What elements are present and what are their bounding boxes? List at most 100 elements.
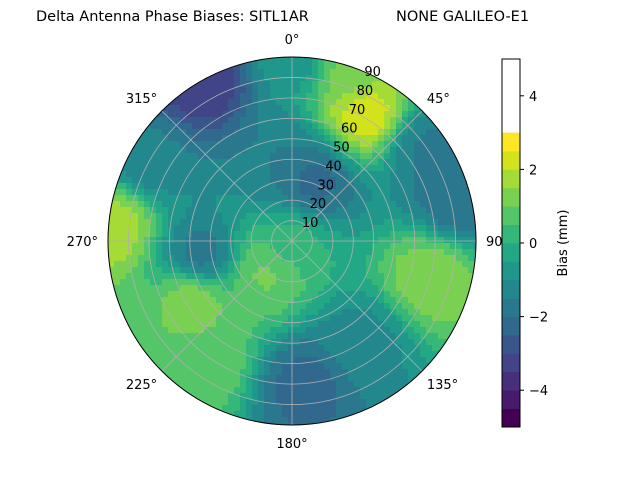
contour-cell — [318, 273, 325, 280]
contour-cell — [192, 393, 199, 400]
contour-cell — [276, 135, 283, 142]
contour-cell — [204, 351, 211, 358]
contour-cell — [342, 243, 349, 250]
contour-cell — [288, 243, 295, 250]
contour-cell — [426, 345, 433, 352]
contour-cell — [234, 243, 241, 250]
contour-cell — [372, 309, 379, 316]
contour-cell — [336, 153, 343, 160]
contour-cell — [312, 297, 319, 304]
contour-cell — [234, 225, 241, 232]
contour-cell — [378, 405, 385, 412]
contour-cell — [378, 201, 385, 208]
contour-cell — [216, 273, 223, 280]
contour-cell — [402, 279, 409, 286]
contour-cell — [306, 69, 313, 76]
contour-cell — [126, 213, 133, 220]
contour-cell — [396, 393, 403, 400]
contour-cell — [336, 99, 343, 106]
contour-cell — [114, 255, 121, 262]
contour-cell — [414, 273, 421, 280]
contour-cell — [270, 345, 277, 352]
contour-cell — [228, 147, 235, 154]
contour-cell — [378, 297, 385, 304]
contour-cell — [264, 333, 271, 340]
contour-cell — [204, 375, 211, 382]
contour-cell — [114, 285, 121, 292]
contour-cell — [342, 393, 349, 400]
contour-cell — [300, 189, 307, 196]
contour-cell — [198, 375, 205, 382]
contour-cell — [342, 375, 349, 382]
contour-cell — [300, 393, 307, 400]
contour-cell — [234, 219, 241, 226]
contour-cell — [432, 279, 439, 286]
contour-cell — [468, 255, 475, 262]
contour-cell — [366, 201, 373, 208]
contour-cell — [276, 261, 283, 268]
contour-cell — [294, 225, 301, 232]
contour-cell — [366, 363, 373, 370]
contour-cell — [324, 69, 331, 76]
contour-cell — [300, 123, 307, 130]
contour-cell — [216, 135, 223, 142]
contour-cell — [222, 321, 229, 328]
contour-cell — [318, 249, 325, 256]
contour-cell — [162, 309, 169, 316]
contour-cell — [348, 207, 355, 214]
contour-cell — [234, 345, 241, 352]
contour-cell — [222, 405, 229, 412]
contour-cell — [228, 333, 235, 340]
contour-cell — [372, 387, 379, 394]
contour-cell — [228, 261, 235, 268]
contour-cell — [306, 171, 313, 178]
contour-cell — [312, 171, 319, 178]
contour-cell — [318, 57, 325, 64]
contour-cell — [300, 63, 307, 70]
contour-cell — [372, 93, 379, 100]
contour-cell — [336, 327, 343, 334]
contour-cell — [270, 333, 277, 340]
contour-cell — [150, 285, 157, 292]
contour-cell — [342, 183, 349, 190]
contour-cell — [336, 357, 343, 364]
contour-cell — [228, 213, 235, 220]
contour-cell — [276, 387, 283, 394]
contour-cell — [258, 351, 265, 358]
contour-cell — [402, 255, 409, 262]
contour-cell — [114, 291, 121, 298]
contour-cell — [276, 333, 283, 340]
contour-cell — [276, 279, 283, 286]
contour-cell — [138, 267, 145, 274]
contour-cell — [402, 327, 409, 334]
contour-cell — [210, 213, 217, 220]
contour-cell — [210, 183, 217, 190]
contour-cell — [396, 117, 403, 124]
contour-cell — [126, 207, 133, 214]
contour-cell — [258, 369, 265, 376]
contour-cell — [336, 135, 343, 142]
contour-cell — [318, 375, 325, 382]
contour-cell — [336, 393, 343, 400]
contour-cell — [342, 63, 349, 70]
contour-cell — [240, 219, 247, 226]
contour-cell — [192, 363, 199, 370]
contour-cell — [168, 243, 175, 250]
contour-cell — [420, 177, 427, 184]
contour-cell — [270, 309, 277, 316]
colorbar-segment — [502, 279, 520, 299]
contour-cell — [402, 309, 409, 316]
contour-cell — [336, 309, 343, 316]
contour-cell — [384, 279, 391, 286]
contour-cell — [126, 267, 133, 274]
contour-cell — [372, 189, 379, 196]
contour-cell — [276, 393, 283, 400]
contour-cell — [228, 219, 235, 226]
contour-cell — [228, 69, 235, 76]
contour-cell — [378, 273, 385, 280]
contour-cell — [288, 219, 295, 226]
contour-cell — [414, 123, 421, 130]
contour-cell — [240, 291, 247, 298]
polar-frame — [107, 56, 477, 426]
contour-cell — [108, 291, 115, 298]
